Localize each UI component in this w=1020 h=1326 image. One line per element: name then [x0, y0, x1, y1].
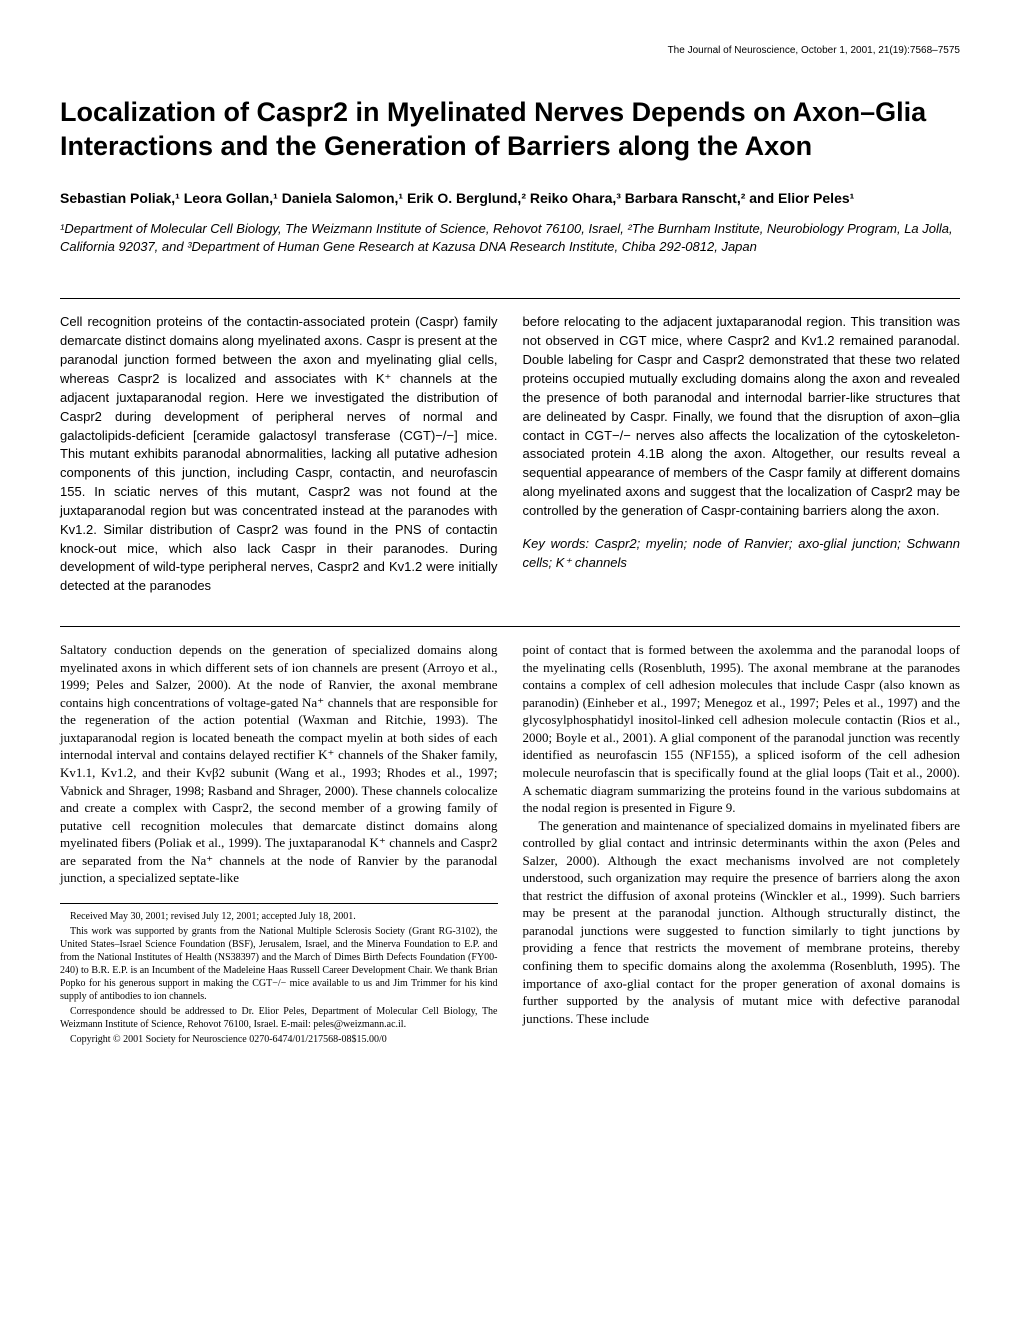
footnote-copyright: Copyright © 2001 Society for Neuroscienc…	[60, 1033, 498, 1046]
body-right-paragraph-1: point of contact that is formed between …	[523, 641, 961, 816]
abstract-right-column: before relocating to the adjacent juxtap…	[523, 313, 961, 596]
divider-top	[60, 298, 960, 299]
body-left-column: Saltatory conduction depends on the gene…	[60, 641, 498, 1048]
footnote-funding: This work was supported by grants from t…	[60, 925, 498, 1003]
body-left-paragraph: Saltatory conduction depends on the gene…	[60, 641, 498, 887]
body-right-column: point of contact that is formed between …	[523, 641, 961, 1048]
abstract-section: Cell recognition proteins of the contact…	[60, 313, 960, 596]
keywords: Key words: Caspr2; myelin; node of Ranvi…	[523, 535, 961, 573]
footnote-received: Received May 30, 2001; revised July 12, …	[60, 910, 498, 923]
abstract-left-column: Cell recognition proteins of the contact…	[60, 313, 498, 596]
authors: Sebastian Poliak,¹ Leora Gollan,¹ Daniel…	[60, 189, 960, 209]
divider-bottom	[60, 626, 960, 627]
journal-header: The Journal of Neuroscience, October 1, …	[60, 45, 960, 56]
affiliations: ¹Department of Molecular Cell Biology, T…	[60, 220, 960, 256]
article-title: Localization of Caspr2 in Myelinated Ner…	[60, 96, 960, 164]
footnote-correspondence: Correspondence should be addressed to Dr…	[60, 1005, 498, 1031]
body-right-paragraph-2: The generation and maintenance of specia…	[523, 817, 961, 1028]
body-section: Saltatory conduction depends on the gene…	[60, 641, 960, 1048]
abstract-right-text: before relocating to the adjacent juxtap…	[523, 313, 961, 520]
footnotes: Received May 30, 2001; revised July 12, …	[60, 903, 498, 1046]
